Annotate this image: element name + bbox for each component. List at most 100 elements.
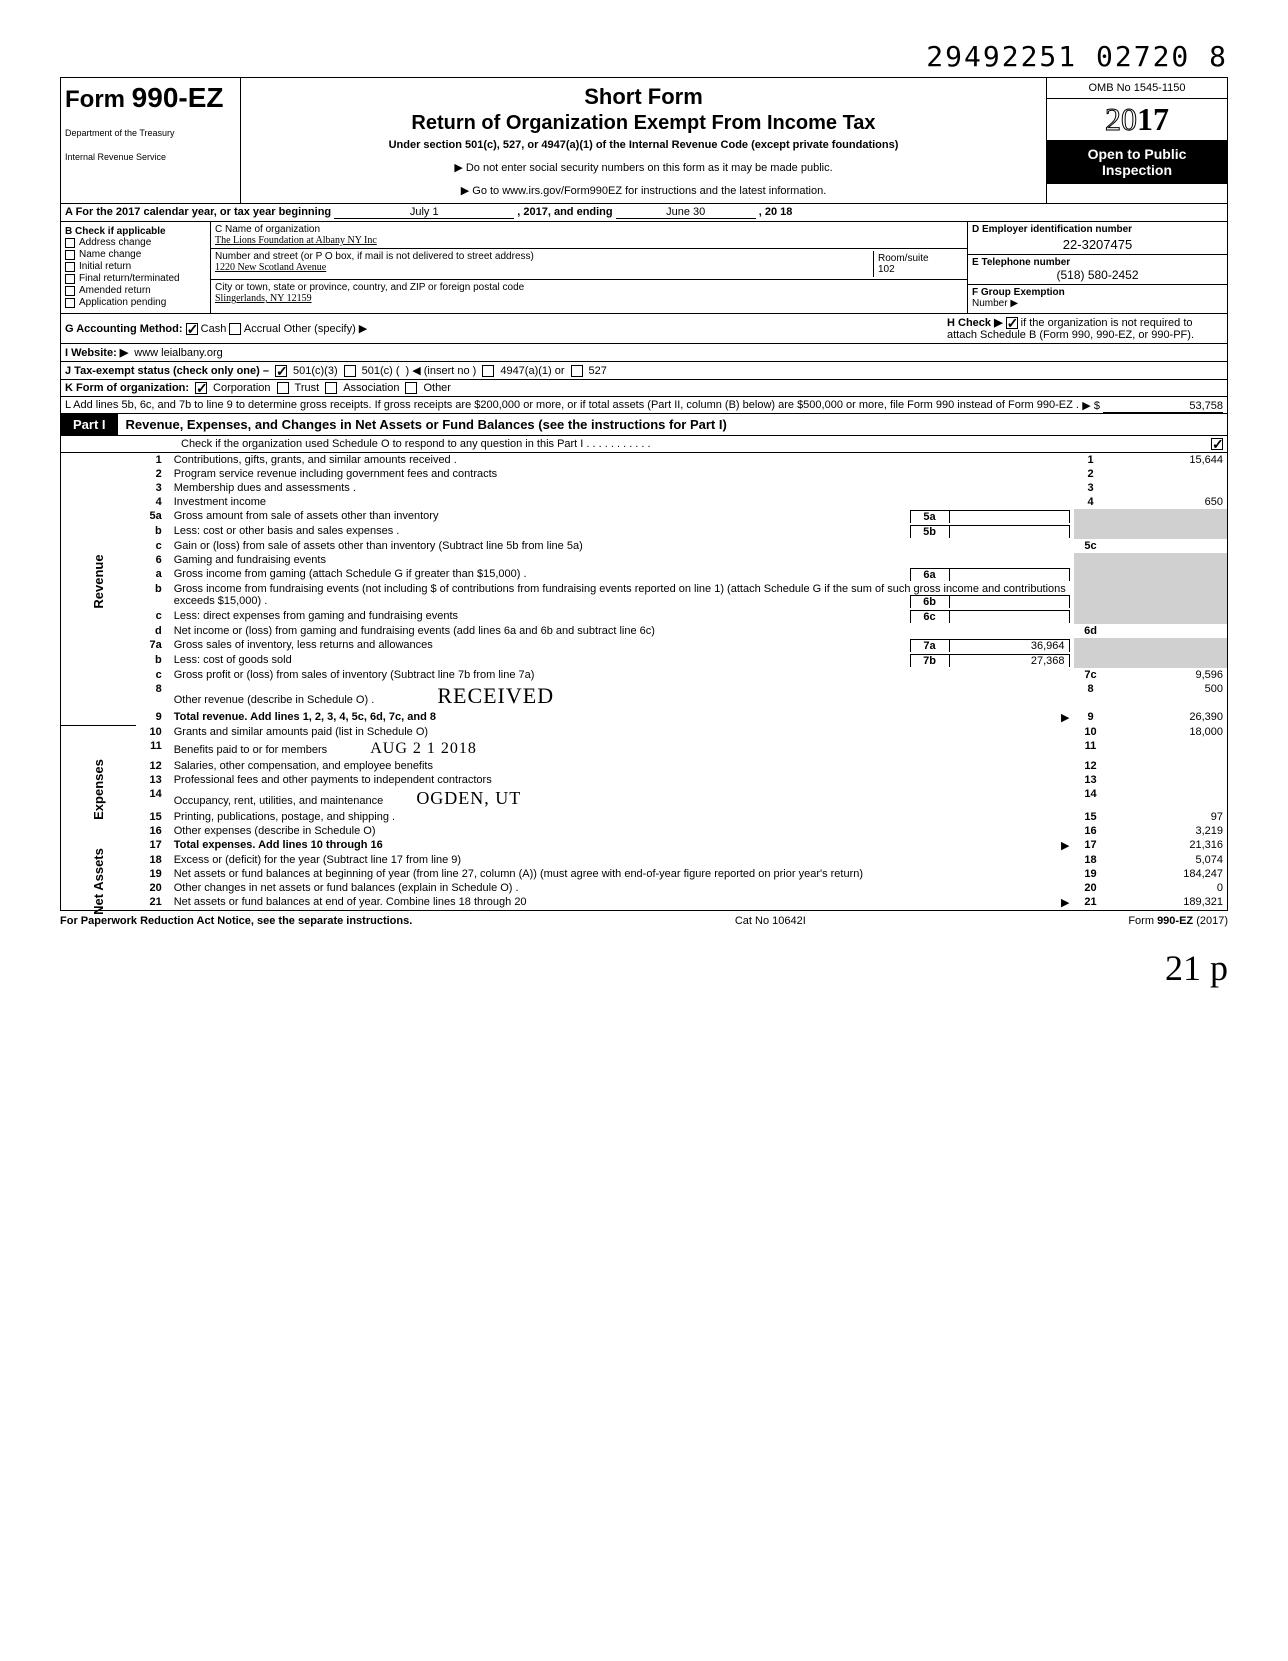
subtitle: Under section 501(c), 527, or 4947(a)(1)… <box>249 139 1038 151</box>
part-1-header: Part I Revenue, Expenses, and Changes in… <box>60 414 1228 436</box>
expenses-sidelabel: Expenses <box>61 725 136 853</box>
title-short-form: Short Form <box>249 84 1038 110</box>
line-9-desc: Total revenue. Add lines 1, 2, 3, 4, 5c,… <box>170 710 1074 725</box>
part-1-table: Revenue 1 Contributions, gifts, grants, … <box>60 453 1228 911</box>
section-def: D Employer identification number 22-3207… <box>967 222 1227 313</box>
line-19-desc: Net assets or fund balances at beginning… <box>170 867 1074 881</box>
line-14-desc: Occupancy, rent, utilities, and maintena… <box>170 787 1074 810</box>
line-4-value: 650 <box>1108 495 1228 509</box>
line-13-value <box>1108 773 1228 787</box>
room-value: 102 <box>878 264 959 275</box>
chk-name-change[interactable] <box>65 250 75 260</box>
line-12-value <box>1108 759 1228 773</box>
line-18-desc: Excess or (deficit) for the year (Subtra… <box>170 853 1074 867</box>
line-5b-desc: Less: cost or other basis and sales expe… <box>170 524 1074 539</box>
chk-other-org[interactable] <box>405 382 417 394</box>
line-6c-desc: Less: direct expenses from gaming and fu… <box>170 609 1074 624</box>
l-text: L Add lines 5b, 6c, and 7b to line 9 to … <box>65 399 1079 411</box>
c-name-label: C Name of organization <box>215 224 963 235</box>
line-7b-desc: Less: cost of goods sold 7b27,368 <box>170 653 1074 668</box>
chk-association[interactable] <box>325 382 337 394</box>
row-a-tax-year: A For the 2017 calendar year, or tax yea… <box>60 204 1228 222</box>
section-b: B Check if applicable Address change Nam… <box>61 222 211 313</box>
line-8-value: 500 <box>1108 682 1228 710</box>
line-l: L Add lines 5b, 6c, and 7b to line 9 to … <box>60 397 1228 414</box>
org-name: The Lions Foundation at Albany NY Inc <box>215 235 963 246</box>
line-5a-desc: Gross amount from sale of assets other t… <box>170 509 1074 524</box>
chk-accrual[interactable] <box>229 323 241 335</box>
line-4-desc: Investment income <box>170 495 1074 509</box>
line-9-value: 26,390 <box>1108 710 1228 725</box>
line-15-value: 97 <box>1108 810 1228 824</box>
chk-corporation[interactable] <box>195 382 207 394</box>
line-11-desc: Benefits paid to or for members AUG 2 1 … <box>170 739 1074 759</box>
d-label: D Employer identification number <box>972 224 1132 235</box>
line-10-desc: Grants and similar amounts paid (list in… <box>170 725 1074 739</box>
line-17-desc: Total expenses. Add lines 10 through 16 … <box>170 838 1074 853</box>
footer: For Paperwork Reduction Act Notice, see … <box>60 915 1228 927</box>
line-i: I Website: ▶ www leialbany.org <box>60 344 1228 362</box>
line-6-desc: Gaming and fundraising events <box>170 553 1074 567</box>
e-label: E Telephone number <box>972 257 1070 268</box>
chk-trust[interactable] <box>277 382 289 394</box>
line-2-desc: Program service revenue including govern… <box>170 467 1074 481</box>
chk-527[interactable] <box>571 365 583 377</box>
section-b-header: B Check if applicable <box>65 226 166 237</box>
line-17-value: 21,316 <box>1108 838 1228 853</box>
chk-501c3[interactable] <box>275 365 287 377</box>
chk-4947[interactable] <box>482 365 494 377</box>
form-header: Form 990-EZ Department of the Treasury I… <box>60 77 1228 204</box>
date-stamp: AUG 2 1 2018 <box>370 740 477 757</box>
chk-application-pending[interactable] <box>65 298 75 308</box>
line-7c-value: 9,596 <box>1108 668 1228 682</box>
street-label: Number and street (or P O box, if mail i… <box>215 251 873 262</box>
line-6d-value <box>1108 624 1228 638</box>
line-12-desc: Salaries, other compensation, and employ… <box>170 759 1074 773</box>
line-k: K Form of organization: Corporation Trus… <box>60 380 1228 397</box>
line-j: J Tax-exempt status (check only one) – 5… <box>60 362 1228 380</box>
line-3-value <box>1108 481 1228 495</box>
line-20-value: 0 <box>1108 881 1228 895</box>
l-value: 53,758 <box>1103 400 1223 413</box>
line-5c-value <box>1108 539 1228 553</box>
footer-left: For Paperwork Reduction Act Notice, see … <box>60 915 412 927</box>
line-21-desc: Net assets or fund balances at end of ye… <box>170 895 1074 911</box>
line-5c-desc: Gain or (loss) from sale of assets other… <box>170 539 1074 553</box>
line-16-value: 3,219 <box>1108 824 1228 838</box>
ogden-stamp: OGDEN, UT <box>416 788 521 808</box>
line-7c-desc: Gross profit or (loss) from sales of inv… <box>170 668 1074 682</box>
phone-value: (518) 580-2452 <box>972 268 1223 282</box>
line-6d-desc: Net income or (loss) from gaming and fun… <box>170 624 1074 638</box>
chk-final-return[interactable] <box>65 274 75 284</box>
check-schedule-o: Check if the organization used Schedule … <box>60 436 1228 453</box>
chk-501c[interactable] <box>344 365 356 377</box>
chk-schedule-b[interactable] <box>1006 317 1018 329</box>
line-g-h: G Accounting Method: Cash Accrual Other … <box>60 314 1228 344</box>
line-19-value: 184,247 <box>1108 867 1228 881</box>
revenue-sidelabel: Revenue <box>61 453 136 710</box>
k-label: K Form of organization: <box>65 382 189 394</box>
block-identity: B Check if applicable Address change Nam… <box>60 222 1228 314</box>
chk-schedule-o[interactable] <box>1211 438 1223 450</box>
website-value: www leialbany.org <box>134 347 222 359</box>
g-label: G Accounting Method: <box>65 323 183 335</box>
chk-amended-return[interactable] <box>65 286 75 296</box>
part-1-label: Part I <box>61 414 118 435</box>
line-18-value: 5,074 <box>1108 853 1228 867</box>
line-15-desc: Printing, publications, postage, and shi… <box>170 810 1074 824</box>
line-1-desc: Contributions, gifts, grants, and simila… <box>170 453 1074 467</box>
header-middle: Short Form Return of Organization Exempt… <box>241 78 1047 203</box>
ein-value: 22-3207475 <box>972 237 1223 252</box>
line-14-value <box>1108 787 1228 810</box>
room-label: Room/suite <box>878 253 959 264</box>
chk-address-change[interactable] <box>65 238 75 248</box>
h-label: H Check ▶ <box>947 317 1003 329</box>
footer-right: Form 990-EZ (2017) <box>1128 915 1228 927</box>
chk-initial-return[interactable] <box>65 262 75 272</box>
section-c: C Name of organization The Lions Foundat… <box>211 222 967 313</box>
omb-number: OMB No 1545-1150 <box>1047 78 1227 99</box>
line-7a-desc: Gross sales of inventory, less returns a… <box>170 638 1074 653</box>
chk-cash[interactable] <box>186 323 198 335</box>
title-return: Return of Organization Exempt From Incom… <box>249 112 1038 135</box>
tax-year: 2017 <box>1047 99 1227 140</box>
